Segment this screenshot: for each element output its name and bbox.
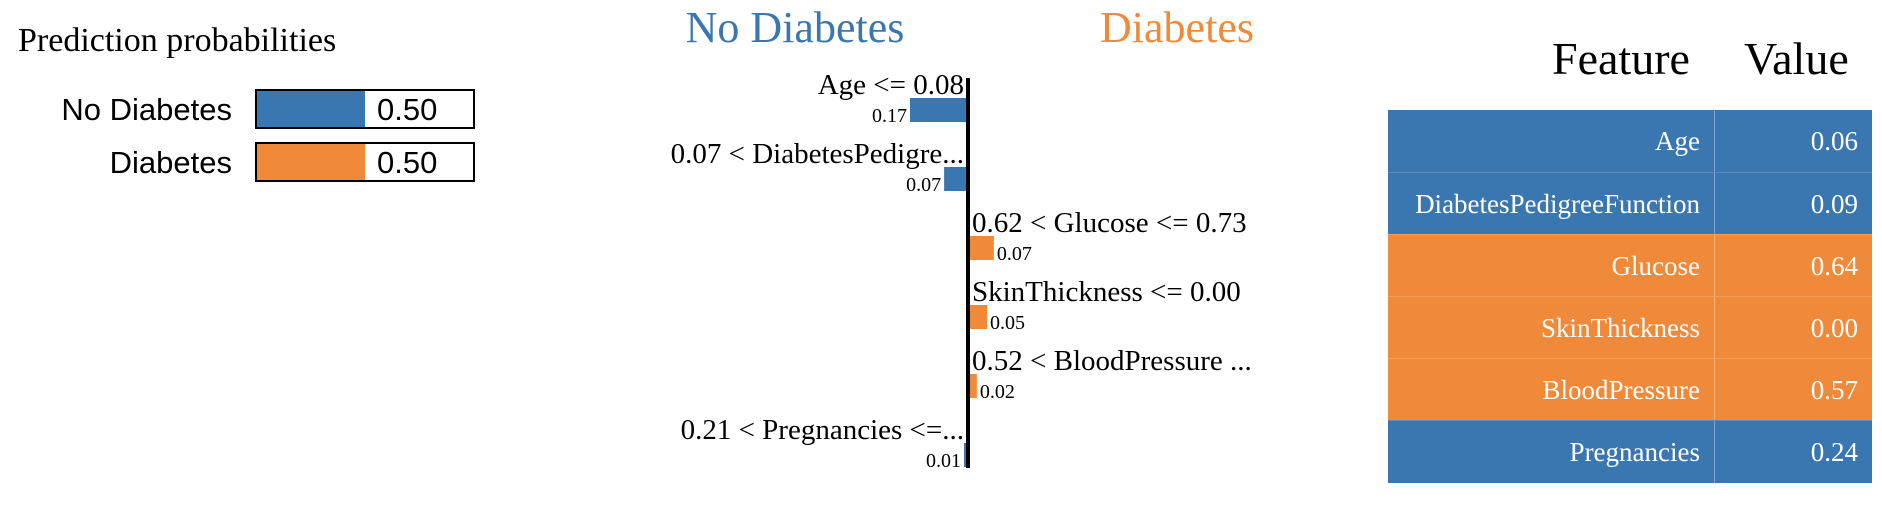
feature-bar: [970, 305, 988, 329]
feature-label: Age <= 0.08: [818, 69, 964, 101]
class-label-left: No Diabetes: [686, 3, 905, 52]
feature-bar: [944, 167, 968, 191]
table-cell-feature: Pregnancies: [1388, 421, 1715, 483]
table-cell-feature: Age: [1388, 110, 1715, 172]
feature-bar: [970, 236, 994, 260]
probability-bar: 0.50: [255, 142, 475, 182]
table-row: SkinThickness 0.00: [1388, 296, 1872, 359]
feature-weight-chart: No Diabetes Diabetes Age <= 0.08 0.17 0.07 <…: [671, 3, 1254, 472]
feature-weight-label: 0.07: [906, 174, 941, 196]
table-cell-value: 0.24: [1810, 437, 1858, 467]
feature-label: SkinThickness <= 0.00: [972, 276, 1241, 308]
table-header-feature: Feature: [1552, 33, 1690, 84]
class-label-right: Diabetes: [1100, 3, 1254, 52]
table-header-value: Value: [1744, 33, 1849, 84]
table-cell-feature: BloodPressure: [1388, 359, 1715, 421]
feature-label: 0.52 < BloodPressure ...: [972, 345, 1252, 377]
table-cell-value: 0.06: [1810, 126, 1858, 156]
probability-fill: [257, 91, 365, 127]
feature-bar: [910, 98, 968, 122]
feature-weight-label: 0.07: [997, 243, 1032, 265]
feature-weight-label: 0.05: [990, 312, 1025, 334]
feature-weight-label: 0.17: [872, 105, 907, 127]
table-cell-value: 0.09: [1810, 189, 1858, 219]
feature-weight-label: 0.02: [980, 381, 1015, 403]
table-row: BloodPressure 0.57: [1388, 358, 1872, 421]
table-cell-value: 0.57: [1810, 375, 1858, 405]
table-row: Pregnancies 0.24: [1388, 420, 1872, 483]
prediction-probabilities-title: Prediction probabilities: [18, 22, 337, 59]
probability-label: No Diabetes: [61, 92, 232, 127]
probability-label: Diabetes: [109, 145, 232, 180]
feature-label: 0.21 < Pregnancies <=...: [681, 414, 964, 446]
feature-weight-label: 0.01: [926, 450, 961, 472]
feature-label: 0.07 < DiabetesPedigre...: [671, 138, 964, 170]
feature-bar: [970, 374, 977, 398]
table-cell-feature: SkinThickness: [1388, 297, 1715, 359]
table-row: Age 0.06: [1388, 110, 1872, 172]
table-row: DiabetesPedigreeFunction 0.09: [1388, 172, 1872, 235]
table-cell-value: 0.64: [1810, 251, 1858, 281]
table-cell-feature: DiabetesPedigreeFunction: [1388, 173, 1715, 235]
probability-bar: 0.50: [255, 89, 475, 129]
feature-label: 0.62 < Glucose <= 0.73: [972, 207, 1247, 239]
probability-value: 0.50: [377, 145, 438, 180]
table-cell-value: 0.00: [1810, 313, 1858, 343]
table-cell-feature: Glucose: [1388, 235, 1715, 297]
table-row: Glucose 0.64: [1388, 234, 1872, 297]
probability-value: 0.50: [377, 92, 438, 127]
probability-fill: [257, 144, 365, 180]
